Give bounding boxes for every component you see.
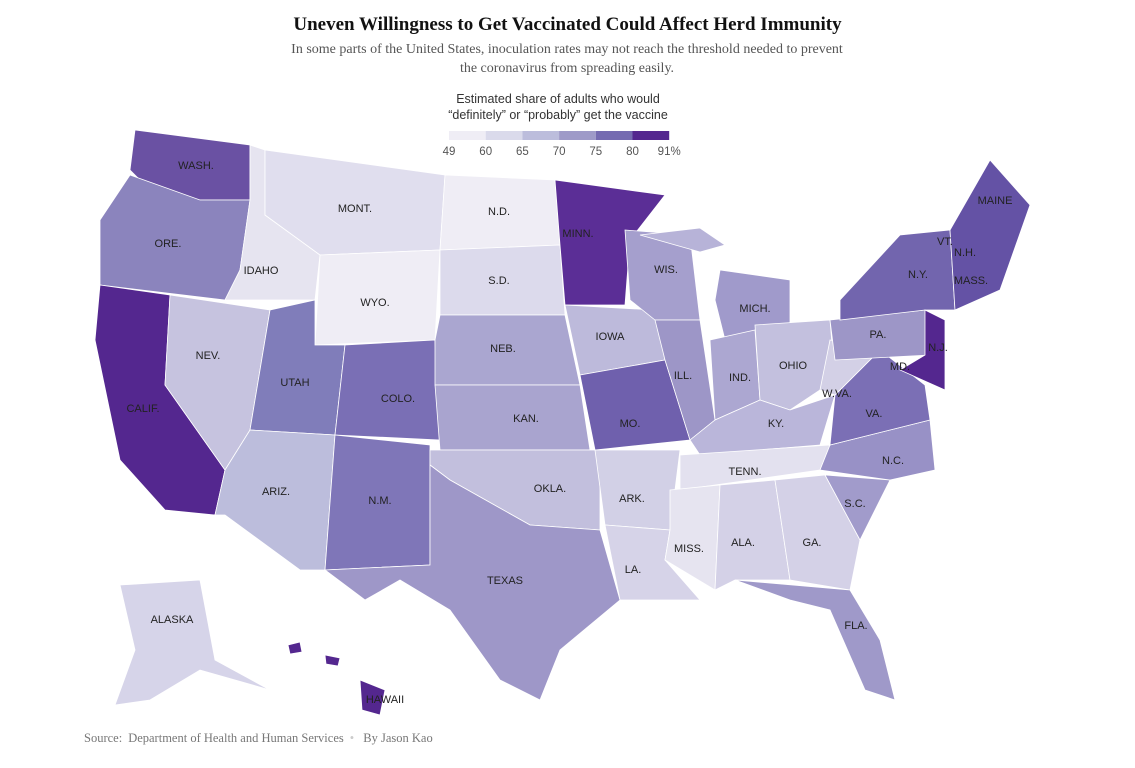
legend-swatch bbox=[449, 131, 486, 140]
state-label: MICH. bbox=[739, 303, 770, 315]
legend-tick-label: 91% bbox=[658, 146, 681, 158]
state-label: N.D. bbox=[488, 206, 510, 218]
state-label: GA. bbox=[803, 537, 822, 549]
state-label: MISS. bbox=[674, 543, 704, 555]
state-label: VA. bbox=[866, 408, 883, 420]
state-label: TENN. bbox=[729, 466, 762, 478]
legend-swatch bbox=[485, 131, 523, 140]
state-label: CALIF. bbox=[126, 403, 159, 415]
state-label: MINN. bbox=[562, 228, 593, 240]
state-label: N.Y. bbox=[908, 269, 928, 281]
legend-title: Estimated share of adults who would bbox=[456, 92, 660, 106]
state-label: MONT. bbox=[338, 203, 372, 215]
legend-tick-label: 75 bbox=[589, 146, 602, 158]
state-label: COLO. bbox=[381, 393, 415, 405]
legend-tick-label: 80 bbox=[626, 146, 639, 158]
state-label: HAWAII bbox=[366, 694, 404, 706]
state-label: WYO. bbox=[360, 297, 389, 309]
legend-swatch bbox=[559, 131, 596, 140]
state-label: MD. bbox=[890, 361, 910, 373]
state-label: ALA. bbox=[731, 537, 755, 549]
legend-tick-label: 60 bbox=[479, 146, 492, 158]
source: Department of Health and Human Services bbox=[128, 731, 344, 745]
state-label: ARK. bbox=[619, 493, 645, 505]
legend: Estimated share of adults who would “defi… bbox=[443, 92, 681, 158]
state-label: S.C. bbox=[844, 498, 865, 510]
state-label: NEB. bbox=[490, 343, 516, 355]
state-label: MO. bbox=[620, 418, 641, 430]
subtitle: In some parts of the United States, inoc… bbox=[291, 42, 843, 76]
state-label: TEXAS bbox=[487, 575, 523, 587]
legend-tick-label: 70 bbox=[553, 146, 566, 158]
state-label: UTAH bbox=[280, 377, 309, 389]
state-label: MAINE bbox=[978, 195, 1013, 207]
legend-swatch bbox=[632, 131, 670, 140]
state-label: NEV. bbox=[196, 350, 221, 362]
state-label: KY. bbox=[768, 418, 784, 430]
state-label: ARIZ. bbox=[262, 486, 290, 498]
legend-swatch bbox=[595, 131, 633, 140]
legend-swatch bbox=[522, 131, 560, 140]
state-label: OKLA. bbox=[534, 483, 566, 495]
state-label: W.VA. bbox=[822, 388, 852, 400]
state-label: S.D. bbox=[488, 275, 509, 287]
state-label: WASH. bbox=[178, 160, 214, 172]
footer: Source: Department of Health and Human Se… bbox=[84, 731, 439, 746]
state-label: N.H. bbox=[954, 247, 976, 259]
state-label: IDAHO bbox=[244, 265, 279, 277]
state-label: IOWA bbox=[596, 331, 626, 343]
state-label: N.C. bbox=[882, 455, 904, 467]
state-label: WIS. bbox=[654, 264, 678, 276]
legend-tick-label: 49 bbox=[443, 146, 456, 158]
byline: By Jason Kao bbox=[363, 731, 433, 745]
state-label: ALASKA bbox=[151, 614, 194, 626]
legend-title: “definitely” or “probably” get the vacci… bbox=[448, 108, 668, 122]
legend-tick-label: 65 bbox=[516, 146, 529, 158]
state-label: N.J. bbox=[928, 342, 948, 354]
state-label: MASS. bbox=[954, 275, 988, 287]
states bbox=[94, 129, 1031, 716]
state-label: ILL. bbox=[674, 370, 692, 382]
state-label: KAN. bbox=[513, 413, 539, 425]
state-label: PA. bbox=[870, 329, 887, 341]
state-label: VT. bbox=[937, 236, 953, 248]
state-label: N.M. bbox=[368, 495, 391, 507]
state-label: LA. bbox=[625, 564, 642, 576]
state-label: IND. bbox=[729, 372, 751, 384]
state-labels: WASH. ORE. CALIF. NEV. IDAHO MONT. WYO. UTAH COL… bbox=[126, 160, 1012, 706]
state-label: FLA. bbox=[844, 620, 867, 632]
separator: • bbox=[349, 731, 355, 745]
source-label: Source: bbox=[84, 731, 123, 745]
state-label: ORE. bbox=[155, 238, 182, 250]
title: Uneven Willingness to Get Vaccinated Cou… bbox=[293, 14, 842, 35]
state-label: OHIO bbox=[779, 360, 808, 372]
